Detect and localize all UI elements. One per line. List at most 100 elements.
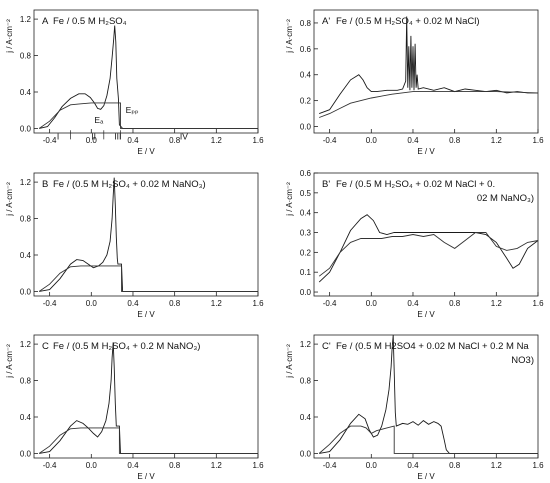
x-tick-label: 0.4 [127,299,139,308]
panel-label: B [42,179,48,190]
y-tick-label: 0.4 [300,209,312,218]
y-axis-label: j / A·cm⁻² [5,344,14,379]
x-tick-label: 1.6 [532,136,544,145]
x-tick-label: 0.8 [169,136,181,145]
x-tick-label: 0.4 [407,461,419,470]
x-tick-label: 0.0 [86,461,98,470]
y-tick-label: 0.8 [20,52,32,61]
annotation-label: Eₐ [94,115,104,125]
x-tick-label: -0.4 [323,461,337,470]
y-tick-label: 0.0 [20,287,32,296]
y-tick-label: 0.2 [300,248,312,257]
panel-title-line2: NO3) [511,355,534,366]
x-tick-label: 1.6 [252,461,264,470]
x-tick-label: 0.0 [366,461,378,470]
y-tick-label: 1.2 [20,15,32,24]
x-tick-label: 0.4 [407,299,419,308]
panel-title-line2: 02 M NaNO₃) [477,193,534,204]
y-tick-label: 1.2 [20,340,32,349]
x-axis-label: E / V [417,147,435,156]
y-tick-label: 0.8 [20,215,32,224]
series-line-reverse [318,232,539,277]
x-tick-label: 1.2 [491,136,503,145]
x-tick-label: 1.6 [252,299,264,308]
x-tick-label: 0.4 [127,461,139,470]
panel-title: Fe / (0.5 M H2SO4 + 0.02 M NaCl + 0.2 M … [336,341,529,352]
y-tick-label: 0.4 [20,413,32,422]
panel-label: A [42,16,49,27]
panel-title: Fe / (0.5 M H₂SO₄ + 0.2 M NaNO₃) [53,341,200,352]
x-axis-label: E / V [417,472,435,481]
x-tick-label: 1.2 [211,136,223,145]
series-line-forward [318,214,539,283]
y-axis-label: j / A·cm⁻² [5,182,14,217]
chart-panel-Aprime: -0.4 0.0 0.4 0.8 1.2 1.6 0.0 0.2 0.4 0.6 0.8 E / V j… [285,9,544,156]
y-axis-label: j / A·cm⁻² [285,182,294,217]
x-tick-label: 0.8 [449,136,461,145]
y-tick-label: 0.4 [300,71,312,80]
y-axis-label: j / A·cm⁻² [285,19,294,54]
panel-label: C [42,341,49,352]
y-tick-label: 0.4 [20,88,32,97]
series-line-forward [39,177,258,292]
panel-title: Fe / (0.5 M H₂SO₄ + 0.02 M NaNO₃) [53,179,206,190]
annotation-label: III [114,132,121,142]
y-tick-label: 0.8 [20,377,32,386]
x-tick-label: 0.8 [169,299,181,308]
chart-panel-B: -0.4 0.0 0.4 0.8 1.2 1.6 0.0 0.4 0.8 1.2 E / V j / … [5,172,264,319]
chart-panel-Bprime: -0.4 0.0 0.4 0.8 1.2 1.6 0.0 0.1 0.2 0.3 0.4 0.5 0.6… [285,169,544,319]
panel-title: Fe / 0.5 M H₂SO₄ [53,16,127,27]
x-axis-label: E / V [137,310,155,319]
x-tick-label: 0.0 [366,299,378,308]
y-tick-label: 0.0 [300,449,312,458]
x-tick-label: 0.0 [366,136,378,145]
series-line-reverse [38,265,258,292]
plot-frame [313,172,539,297]
series-line-forward [319,16,538,115]
y-tick-label: 0.6 [300,45,312,54]
y-tick-label: 0.8 [300,377,312,386]
x-tick-label: -0.4 [323,299,337,308]
plot-frame [313,334,539,459]
x-tick-label: 1.2 [211,299,223,308]
y-tick-label: 0.6 [300,169,312,178]
y-tick-label: 0.1 [300,268,312,277]
y-tick-label: 0.5 [300,189,312,198]
x-tick-label: 1.6 [532,299,544,308]
y-tick-label: 1.2 [20,178,32,187]
x-tick-label: 1.2 [491,299,503,308]
annotation-label: II [91,132,96,142]
x-tick-label: 0.8 [169,461,181,470]
series-line-forward [319,334,538,454]
plot-frame [33,334,259,459]
x-tick-label: 0.4 [407,136,419,145]
y-tick-label: 0.4 [300,413,312,422]
plot-frame [33,9,259,134]
y-tick-label: 0.0 [300,123,312,132]
annotation-label: IV [180,132,188,142]
y-tick-label: 0.0 [300,288,312,297]
chart-panel-Cprime: -0.4 0.0 0.4 0.8 1.2 1.6 0.0 0.4 0.8 1.2 E / V j / … [285,334,544,481]
x-tick-label: 1.2 [491,461,503,470]
y-tick-label: 0.0 [20,124,32,133]
y-tick-label: 0.8 [300,19,312,28]
y-tick-label: 0.2 [300,97,312,106]
series-line-forward [39,25,258,129]
x-tick-label: 1.2 [211,461,223,470]
panel-label: C' [322,341,331,352]
panel-label: A' [322,16,330,27]
x-axis-label: E / V [417,310,435,319]
x-tick-label: 0.8 [449,461,461,470]
x-axis-label: E / V [137,472,155,481]
panel-label: B' [322,179,330,190]
y-axis-label: j / A·cm⁻² [5,19,14,54]
x-tick-label: 1.6 [532,461,544,470]
annotation-label: Eₚₚ [126,105,139,115]
series-line-reverse [38,427,258,454]
x-tick-label: 0.8 [449,299,461,308]
y-tick-label: 0.4 [20,251,32,260]
x-tick-label: 1.6 [252,136,264,145]
series-line-reverse [318,425,538,454]
chart-panel-C: -0.4 0.0 0.4 0.8 1.2 1.6 0.0 0.4 0.8 1.2 E / V j / … [5,334,264,481]
x-tick-label: -0.4 [323,136,337,145]
